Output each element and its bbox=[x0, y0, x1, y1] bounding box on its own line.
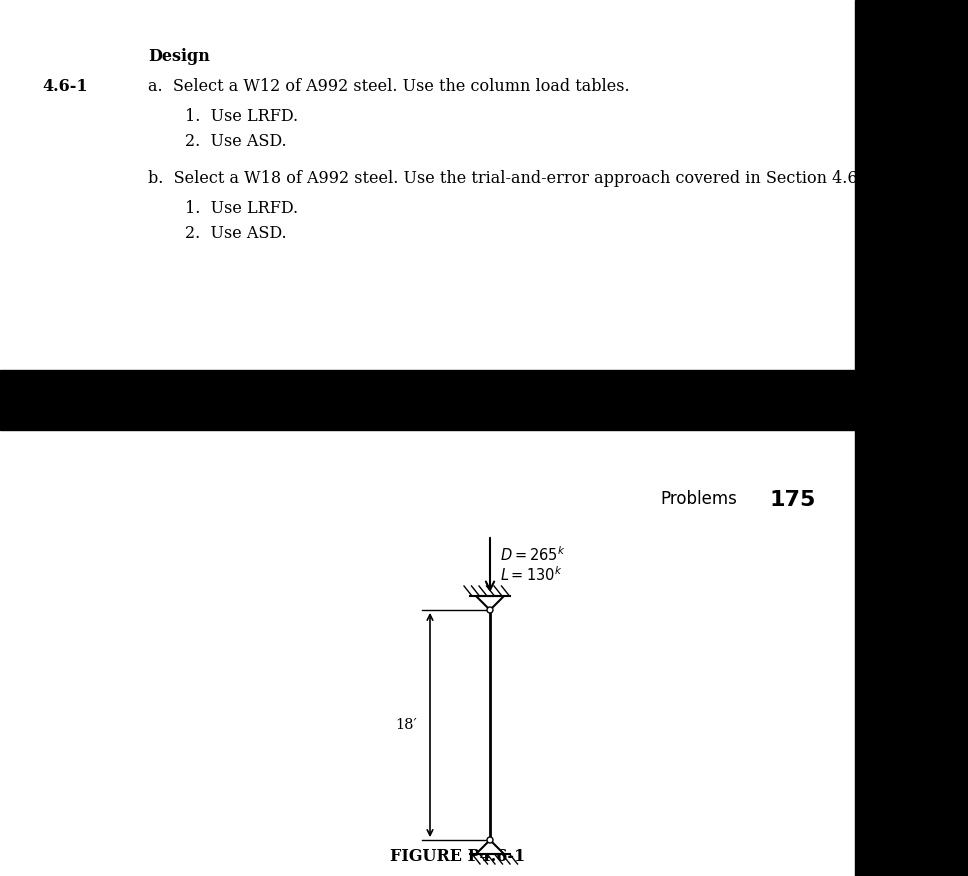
Text: $D = 265^k$: $D = 265^k$ bbox=[500, 545, 565, 563]
Text: 4.6-1: 4.6-1 bbox=[42, 78, 88, 95]
Text: a.  Select a W12 of A992 steel. Use the column load tables.: a. Select a W12 of A992 steel. Use the c… bbox=[148, 78, 629, 95]
Text: b.  Select a W18 of A992 steel. Use the trial-and-error approach covered in Sect: b. Select a W18 of A992 steel. Use the t… bbox=[148, 170, 862, 187]
Circle shape bbox=[487, 607, 493, 613]
Text: Design: Design bbox=[148, 48, 210, 65]
Text: 2.  Use ASD.: 2. Use ASD. bbox=[185, 133, 287, 150]
Polygon shape bbox=[476, 840, 504, 854]
Polygon shape bbox=[476, 596, 504, 610]
Text: Problems: Problems bbox=[660, 490, 737, 508]
Text: 18′: 18′ bbox=[395, 718, 417, 732]
Bar bbox=[855, 0, 968, 876]
Circle shape bbox=[487, 837, 493, 843]
Text: 1.  Use LRFD.: 1. Use LRFD. bbox=[185, 108, 298, 125]
Text: 1.  Use LRFD.: 1. Use LRFD. bbox=[185, 200, 298, 217]
Text: 2.  Use ASD.: 2. Use ASD. bbox=[185, 225, 287, 242]
Bar bbox=[0, 370, 855, 430]
Text: $L = 130^k$: $L = 130^k$ bbox=[500, 565, 562, 583]
Text: FIGURE P4.6-1: FIGURE P4.6-1 bbox=[390, 848, 526, 865]
Text: 175: 175 bbox=[770, 490, 816, 510]
